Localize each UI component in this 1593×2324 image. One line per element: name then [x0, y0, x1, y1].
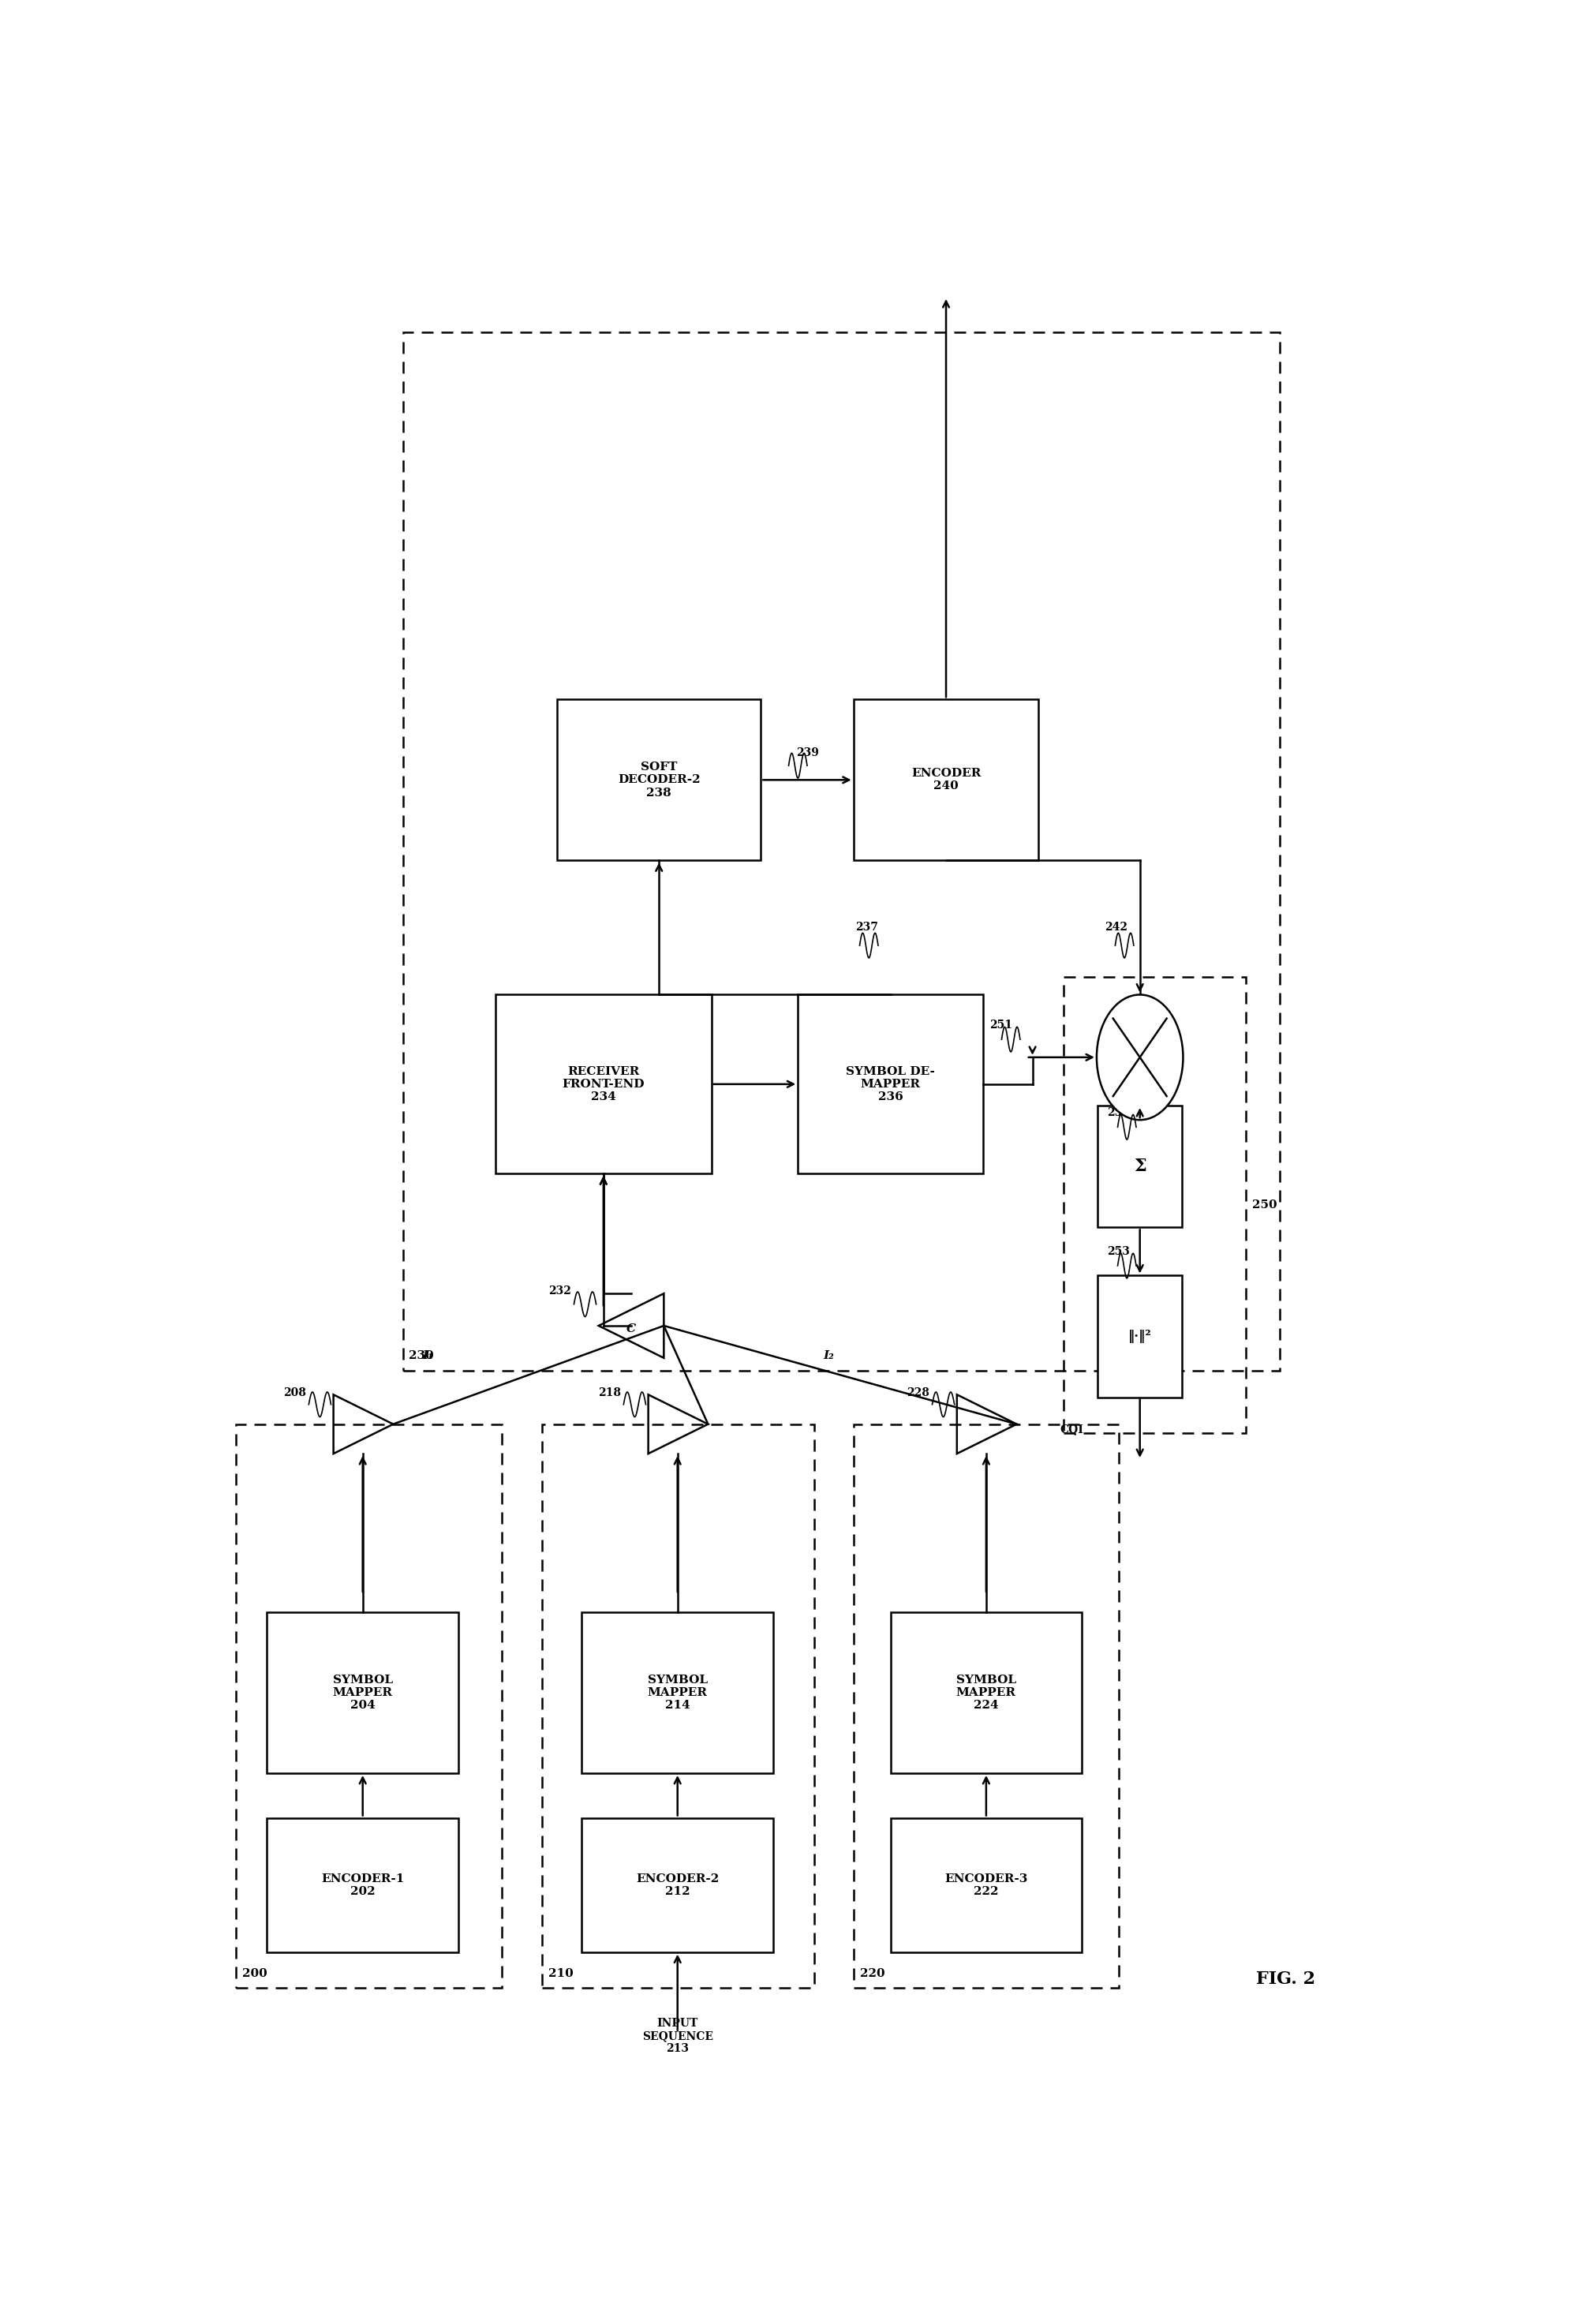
Text: 208: 208: [284, 1387, 306, 1399]
Bar: [236, 1425, 502, 1987]
Text: FIG. 2: FIG. 2: [1255, 1971, 1316, 1987]
Bar: [268, 1613, 459, 1773]
Text: ENCODER-3
222: ENCODER-3 222: [945, 1873, 1027, 1896]
Bar: [890, 1613, 1082, 1773]
Text: SYMBOL
MAPPER
204: SYMBOL MAPPER 204: [333, 1673, 393, 1710]
Text: 228: 228: [906, 1387, 930, 1399]
Text: 242: 242: [1104, 923, 1128, 934]
Text: 251: 251: [989, 1020, 1012, 1030]
Bar: [542, 1425, 814, 1987]
Text: I₂: I₂: [824, 1350, 835, 1362]
Text: 230: 230: [409, 1350, 433, 1362]
Text: ENCODER-2
212: ENCODER-2 212: [636, 1873, 718, 1896]
Bar: [581, 1817, 773, 1952]
Bar: [403, 332, 1279, 1371]
Text: 239: 239: [796, 748, 819, 758]
Bar: [854, 700, 1039, 860]
Text: 252: 252: [1107, 1106, 1129, 1118]
Text: 253: 253: [1107, 1246, 1129, 1257]
Text: SYMBOL
MAPPER
214: SYMBOL MAPPER 214: [647, 1673, 707, 1710]
Text: CQI: CQI: [1059, 1425, 1083, 1434]
Bar: [1098, 1276, 1182, 1397]
Text: SYMBOL
MAPPER
224: SYMBOL MAPPER 224: [956, 1673, 1016, 1710]
Bar: [854, 1425, 1118, 1987]
Text: SYMBOL DE-
MAPPER
236: SYMBOL DE- MAPPER 236: [846, 1067, 935, 1102]
Text: ENCODER
240: ENCODER 240: [911, 767, 981, 792]
Circle shape: [1096, 995, 1184, 1120]
Text: 218: 218: [599, 1387, 621, 1399]
Text: RECEIVER
FRONT-END
234: RECEIVER FRONT-END 234: [562, 1067, 645, 1102]
Text: C: C: [626, 1325, 636, 1334]
Text: INPUT
SEQUENCE
213: INPUT SEQUENCE 213: [642, 2017, 714, 2054]
Text: 237: 237: [855, 923, 878, 934]
Text: ‖·‖²: ‖·‖²: [1128, 1329, 1152, 1343]
Bar: [798, 995, 983, 1174]
Text: ENCODER-1
202: ENCODER-1 202: [322, 1873, 405, 1896]
Bar: [1064, 976, 1246, 1434]
Bar: [890, 1817, 1082, 1952]
Bar: [268, 1817, 459, 1952]
Text: 210: 210: [548, 1968, 573, 1980]
Bar: [581, 1613, 773, 1773]
Bar: [1098, 1106, 1182, 1227]
Text: Σ: Σ: [1134, 1157, 1145, 1176]
Text: 232: 232: [548, 1285, 572, 1297]
Bar: [495, 995, 712, 1174]
Text: SOFT
DECODER-2
238: SOFT DECODER-2 238: [618, 762, 701, 797]
Bar: [558, 700, 761, 860]
Text: 250: 250: [1252, 1199, 1278, 1211]
Text: I₁: I₁: [422, 1350, 433, 1362]
Text: 200: 200: [242, 1968, 268, 1980]
Text: 220: 220: [860, 1968, 884, 1980]
